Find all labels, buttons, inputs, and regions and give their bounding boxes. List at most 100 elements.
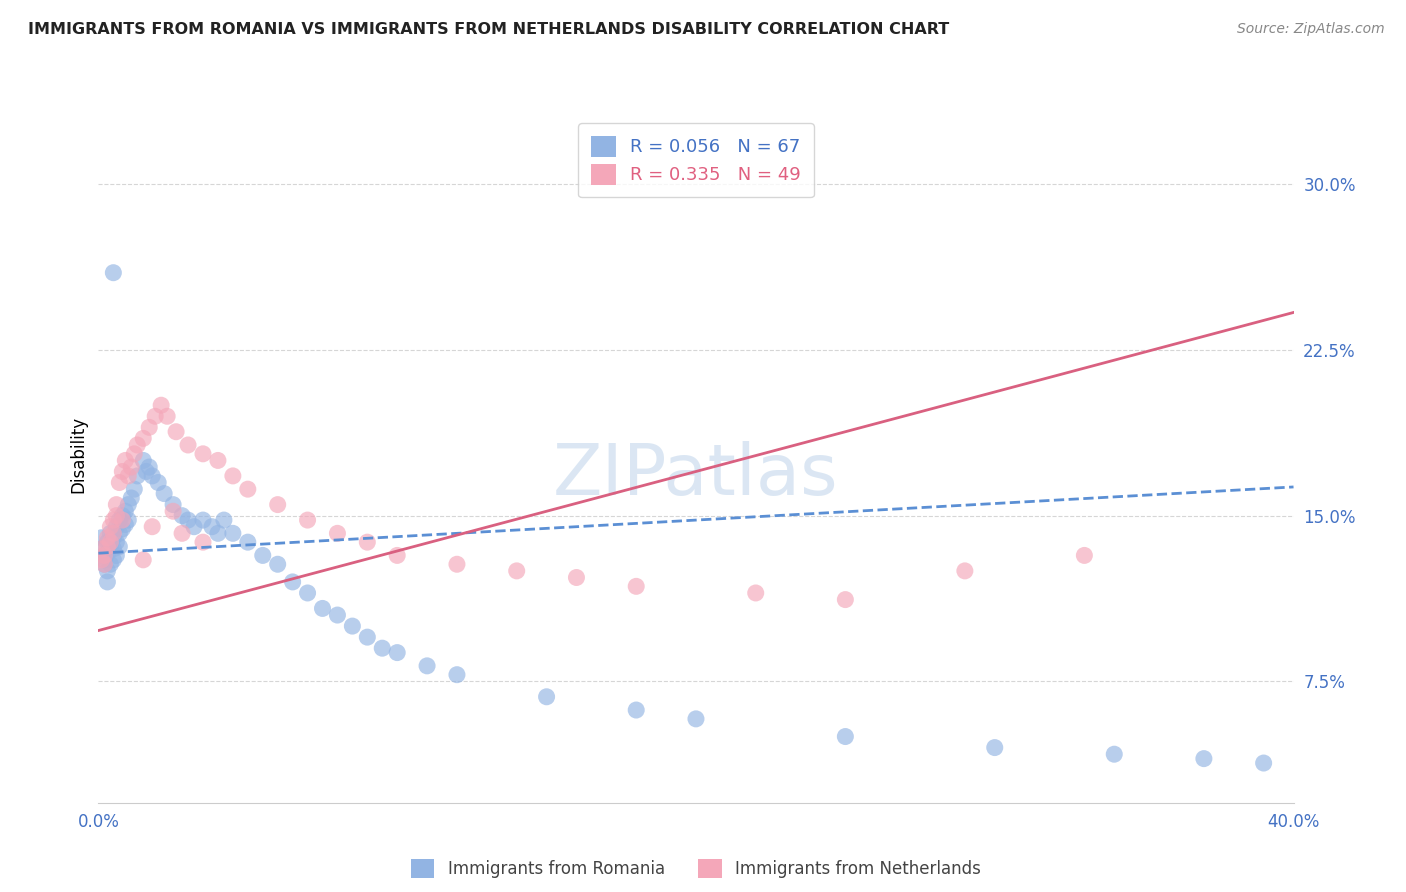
Text: Source: ZipAtlas.com: Source: ZipAtlas.com — [1237, 22, 1385, 37]
Point — [90, 531, 112, 545]
Point — [90, 553, 112, 567]
Point — [356, 630, 378, 644]
Point — [983, 740, 1005, 755]
Point — [536, 690, 558, 704]
Point — [132, 453, 155, 467]
Point — [207, 453, 229, 467]
Point — [108, 475, 131, 490]
Point — [138, 420, 160, 434]
Point — [98, 526, 122, 541]
Point — [103, 526, 125, 541]
Text: ZIPatlas: ZIPatlas — [553, 442, 839, 510]
Point — [96, 531, 118, 545]
Point — [446, 667, 468, 681]
Point — [96, 540, 118, 554]
Point — [745, 586, 768, 600]
Point — [191, 513, 214, 527]
Point — [98, 519, 122, 533]
Point — [326, 526, 349, 541]
Point — [222, 526, 245, 541]
Point — [685, 712, 707, 726]
Point — [385, 646, 409, 660]
Point — [120, 460, 142, 475]
Point — [93, 549, 115, 563]
Point — [90, 541, 112, 556]
Point — [96, 546, 118, 560]
Point — [150, 398, 173, 412]
Point — [103, 553, 125, 567]
Point — [103, 531, 125, 545]
Point — [111, 508, 134, 523]
Point — [93, 553, 115, 567]
Point — [114, 504, 136, 518]
Point — [506, 564, 529, 578]
Point — [267, 558, 290, 572]
Point — [177, 513, 200, 527]
Point — [108, 540, 131, 554]
Point — [326, 608, 349, 623]
Legend: Immigrants from Romania, Immigrants from Netherlands: Immigrants from Romania, Immigrants from… — [405, 853, 987, 885]
Point — [201, 519, 224, 533]
Point — [162, 498, 184, 512]
Point — [297, 586, 319, 600]
Point — [172, 508, 194, 523]
Point — [153, 486, 176, 500]
Point — [165, 425, 187, 439]
Point — [117, 498, 139, 512]
Point — [117, 469, 139, 483]
Point — [114, 517, 136, 532]
Point — [624, 703, 647, 717]
Point — [371, 641, 394, 656]
Y-axis label: Disability: Disability — [69, 417, 87, 493]
Point — [191, 447, 214, 461]
Point — [96, 564, 118, 578]
Point — [356, 535, 378, 549]
Point — [127, 469, 149, 483]
Point — [108, 513, 131, 527]
Point — [120, 491, 142, 505]
Point — [114, 453, 136, 467]
Point — [132, 431, 155, 445]
Point — [1073, 549, 1095, 563]
Point — [105, 498, 128, 512]
Point — [108, 526, 131, 541]
Point — [565, 570, 588, 584]
Point — [103, 541, 125, 556]
Point — [162, 504, 184, 518]
Point — [212, 513, 235, 527]
Point — [222, 469, 245, 483]
Point — [624, 579, 647, 593]
Point — [416, 658, 439, 673]
Point — [111, 522, 134, 536]
Point — [98, 558, 122, 572]
Point — [90, 541, 112, 556]
Point — [834, 592, 856, 607]
Point — [385, 549, 409, 563]
Point — [111, 513, 134, 527]
Point — [98, 535, 122, 549]
Point — [297, 513, 319, 527]
Point — [124, 447, 146, 461]
Point — [953, 564, 976, 578]
Point — [103, 513, 125, 527]
Point — [105, 549, 128, 563]
Point — [236, 535, 259, 549]
Point — [311, 601, 333, 615]
Point — [105, 535, 128, 549]
Point — [93, 558, 115, 572]
Point — [156, 409, 179, 424]
Point — [135, 465, 157, 479]
Point — [267, 498, 290, 512]
Point — [141, 469, 163, 483]
Point — [1192, 751, 1215, 765]
Point — [96, 535, 118, 549]
Point — [446, 558, 468, 572]
Point — [93, 558, 115, 572]
Point — [132, 553, 155, 567]
Point — [236, 482, 259, 496]
Point — [1104, 747, 1126, 762]
Point — [191, 535, 214, 549]
Point — [96, 574, 118, 589]
Point — [281, 574, 304, 589]
Point — [105, 519, 128, 533]
